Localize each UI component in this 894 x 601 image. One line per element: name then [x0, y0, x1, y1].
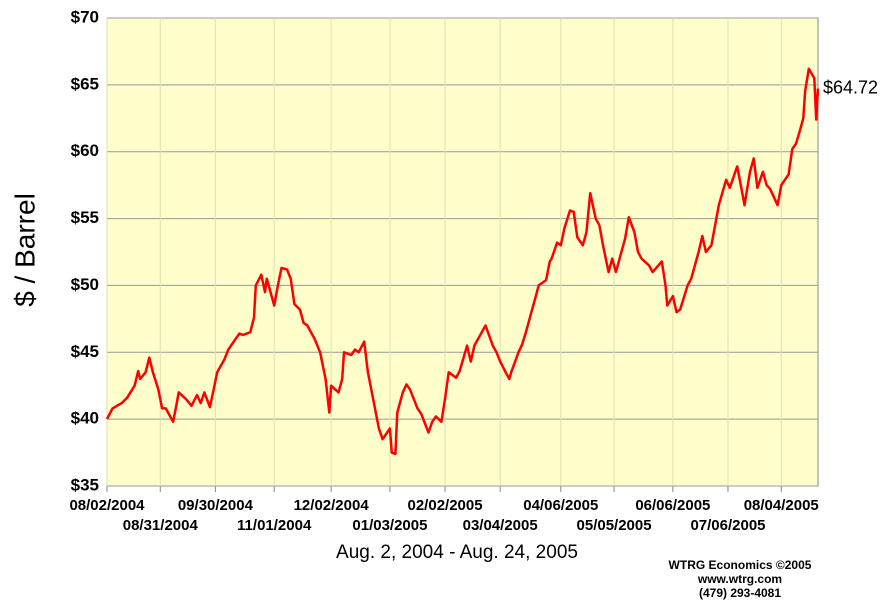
plot-area	[106, 17, 819, 487]
y-axis-title: $ / Barrel	[9, 193, 40, 307]
x-tick-label: 08/04/2005	[744, 497, 819, 514]
x-tick-label: 04/06/2005	[523, 497, 598, 514]
credit: WTRG Economics ©2005	[669, 558, 812, 572]
y-tick-label: $55	[71, 208, 99, 227]
y-tick-label: $65	[71, 74, 99, 93]
x-tick-label: 06/06/2005	[635, 497, 710, 514]
value-label: $64.72	[823, 77, 878, 97]
price-line	[105, 67, 820, 456]
credit: (479) 293-4081	[699, 586, 781, 600]
credit: www.wtrg.com	[697, 572, 782, 586]
y-tick-label: $60	[71, 141, 99, 160]
x-tick-label: 07/06/2005	[690, 517, 765, 534]
x-axis-title: Aug. 2, 2004 - Aug. 24, 2005	[336, 542, 578, 563]
x-tick-label: 12/02/2004	[294, 497, 370, 514]
x-tick-label: 09/30/2004	[178, 497, 254, 514]
y-tick-label: $40	[71, 409, 99, 428]
x-tick-label: 05/05/2005	[577, 517, 652, 534]
x-tick-label: 02/02/2005	[408, 497, 483, 514]
x-tick-label: 01/03/2005	[352, 517, 427, 534]
y-tick-label: $50	[71, 275, 99, 294]
x-tick-label: 08/02/2004	[69, 497, 145, 514]
y-tick-label: $70	[71, 7, 99, 26]
x-tick-label: 08/31/2004	[123, 517, 199, 534]
x-tick-label: 11/01/2004	[237, 517, 312, 534]
y-tick-label: $45	[71, 342, 99, 361]
y-tick-label: $35	[71, 475, 99, 494]
x-tick-label: 03/04/2005	[463, 517, 538, 534]
